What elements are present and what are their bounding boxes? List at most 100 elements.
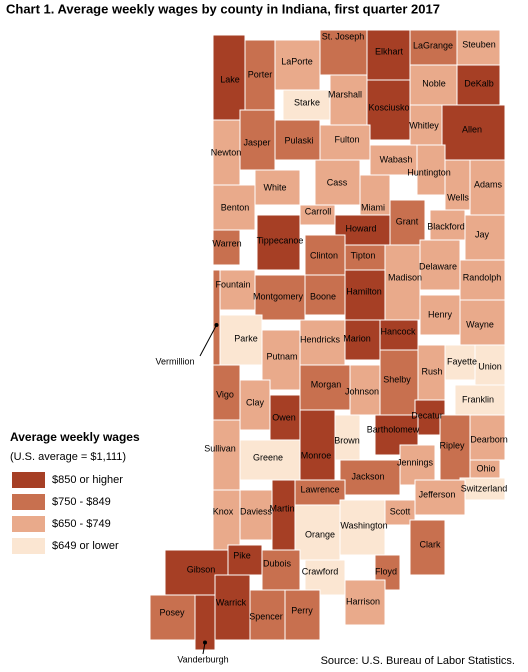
- county-label: Monroe: [301, 450, 332, 460]
- county-label: Floyd: [375, 566, 397, 576]
- legend: $850 or higher $750 - $849 $650 - $749 $649…: [12, 472, 123, 554]
- county: [441, 104, 506, 161]
- callout-dot: [203, 640, 207, 645]
- county: [469, 414, 506, 461]
- source: Source: U.S. Bureau of Labor Statistics.: [321, 655, 515, 667]
- county-label: Huntington: [407, 167, 451, 177]
- county-label: Decatur: [411, 410, 443, 420]
- county-label: Henry: [428, 309, 453, 319]
- county: [469, 159, 506, 216]
- county: [254, 169, 301, 206]
- county: [454, 384, 506, 416]
- county-label: Lake: [220, 74, 240, 84]
- county-label: Clark: [419, 539, 441, 549]
- county: [464, 214, 506, 261]
- county-label: Whitley: [409, 120, 439, 130]
- county: [299, 364, 351, 411]
- county-label: Martin: [269, 503, 294, 513]
- county-label: Boone: [310, 291, 336, 301]
- county: [212, 229, 241, 266]
- county: [366, 79, 411, 141]
- county: [271, 479, 296, 551]
- county-label: Jefferson: [419, 489, 456, 499]
- county-label: Warrick: [216, 597, 247, 607]
- county-label: Vigo: [216, 389, 234, 399]
- county-label: Miami: [361, 202, 385, 212]
- county-label: Wabash: [380, 154, 413, 164]
- legend-title: Average weekly wages: [10, 430, 140, 444]
- county-label: Rush: [421, 366, 442, 376]
- county-label: Clinton: [310, 250, 338, 260]
- county-label: DeKalb: [464, 78, 494, 88]
- county: [344, 319, 381, 361]
- county-label: Porter: [248, 69, 273, 79]
- county-label: Marion: [343, 333, 371, 343]
- county-label: Hancock: [380, 326, 416, 336]
- county: [399, 444, 436, 486]
- county-label: Allen: [462, 124, 482, 134]
- county-label: Marshall: [328, 89, 362, 99]
- county-label: Jasper: [243, 137, 270, 147]
- county-label: Sullivan: [204, 443, 236, 453]
- county-label: Warren: [212, 238, 241, 248]
- county: [212, 419, 241, 491]
- county-label: Adams: [474, 179, 503, 189]
- county-label: Grant: [396, 216, 419, 226]
- county: [244, 39, 276, 111]
- legend-swatch: [12, 494, 45, 510]
- county-label: Wayne: [466, 319, 494, 329]
- county-label: Dubois: [263, 558, 292, 568]
- county-label: Fulton: [334, 134, 359, 144]
- county-label: Harrison: [346, 596, 380, 606]
- county: [149, 594, 196, 641]
- legend-label: $649 or lower: [52, 540, 119, 552]
- county-label: Franklin: [462, 394, 494, 404]
- county-label: Cass: [327, 177, 348, 187]
- county-label: Washington: [340, 520, 387, 530]
- county-label: Greene: [253, 452, 283, 462]
- county: [459, 299, 506, 346]
- county-label: Knox: [213, 506, 234, 516]
- legend-swatch: [12, 472, 45, 488]
- county: [299, 319, 346, 366]
- county: [409, 519, 446, 576]
- county: [344, 579, 386, 626]
- county: [334, 214, 391, 246]
- county: [284, 589, 321, 641]
- county-label: Fayette: [447, 356, 477, 366]
- county: [416, 144, 446, 196]
- county-label: Vanderburgh: [177, 654, 228, 664]
- county-label: Fountain: [215, 279, 250, 289]
- county-label: St. Joseph: [322, 31, 365, 41]
- county-label: Tipton: [351, 250, 376, 260]
- county-label: Benton: [221, 202, 250, 212]
- county-label: Pike: [233, 550, 251, 560]
- labels: Lake Porter LaPorte St. Joseph Elkhart LaGran…: [155, 31, 507, 664]
- county-label: Hamilton: [346, 286, 382, 296]
- county-label: LaGrange: [413, 40, 453, 50]
- county: [329, 74, 368, 126]
- county-label: Gibson: [187, 564, 216, 574]
- county: [379, 319, 419, 351]
- county: [239, 439, 301, 481]
- county-label: Delaware: [419, 261, 457, 271]
- county-label: Starke: [294, 97, 320, 107]
- legend-subtitle: (U.S. average = $1,111): [10, 451, 126, 463]
- county-label: Owen: [272, 412, 296, 422]
- callout: [199, 324, 217, 357]
- county: [282, 89, 331, 121]
- county: [349, 364, 381, 416]
- county: [414, 479, 466, 516]
- county-label: Putnam: [266, 351, 297, 361]
- county: [219, 269, 256, 311]
- county: [239, 379, 271, 431]
- county: [256, 214, 301, 271]
- county: [249, 589, 286, 641]
- county-label: Jennings: [397, 457, 434, 467]
- county-label: White: [263, 182, 286, 192]
- county: [339, 459, 401, 496]
- county: [227, 544, 263, 576]
- county-label: Jackson: [351, 471, 384, 481]
- county-label: Spencer: [249, 611, 283, 621]
